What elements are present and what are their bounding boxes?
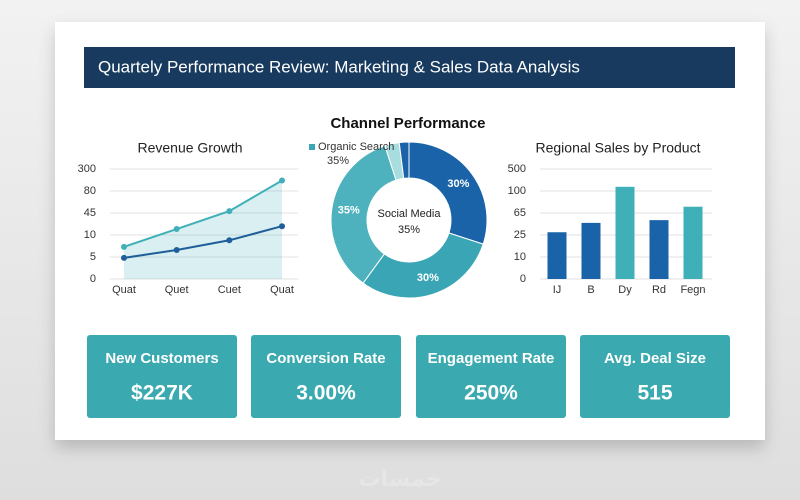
kpi-label: Avg. Deal Size [604, 350, 706, 367]
x-tick-label: Quat [270, 284, 294, 296]
kpi-value: $227K [131, 382, 193, 405]
x-tick-label: Cuet [218, 284, 241, 296]
point [279, 177, 285, 184]
line [123, 179, 283, 248]
point [226, 237, 233, 244]
legend-value: 35% [327, 155, 349, 167]
kpi-value: 250% [464, 382, 518, 405]
x-tick-label: Quet [165, 284, 189, 296]
kpi-value: 515 [637, 382, 672, 405]
kpi-label: Engagement Rate [428, 350, 555, 367]
center-value: 35% [398, 224, 420, 236]
kpi-card [87, 335, 237, 418]
slice-label: 30% [447, 178, 469, 190]
center-label: Social Media [378, 208, 442, 220]
chart-title: Regional Sales by Product [536, 140, 701, 156]
y-tick-label: 0 [520, 273, 526, 285]
point [121, 243, 127, 250]
bar [683, 206, 703, 279]
bar [649, 220, 669, 279]
x-tick-label: B [587, 284, 594, 296]
chart-title: Revenue Growth [137, 140, 242, 156]
kpi-card [251, 335, 401, 418]
point [121, 254, 127, 261]
donut-slice [330, 145, 397, 284]
donut-slice [362, 232, 484, 299]
slice-label: 30% [417, 272, 439, 284]
x-tick-label: IJ [553, 284, 562, 296]
kpi-label: Conversion Rate [266, 350, 385, 367]
y-tick-label: 10 [514, 251, 526, 263]
y-tick-label: 65 [514, 207, 526, 219]
y-tick-label: 300 [78, 163, 96, 175]
header-bar [84, 47, 735, 88]
kpi-label: New Customers [105, 350, 218, 367]
kpi-card [416, 335, 566, 418]
chart-title: Channel Performance [330, 115, 485, 132]
watermark: خمسات [358, 466, 441, 491]
y-tick-label: 5 [90, 251, 96, 263]
y-tick-label: 500 [508, 163, 526, 175]
x-tick-label: Quat [112, 284, 136, 296]
point [173, 246, 180, 253]
y-tick-label: 0 [90, 273, 96, 285]
bar [547, 232, 567, 279]
y-tick-label: 45 [84, 207, 96, 219]
y-tick-label: 10 [84, 229, 96, 241]
x-tick-label: Dy [618, 284, 632, 296]
x-tick-label: Rd [652, 284, 666, 296]
y-tick-label: 100 [508, 185, 526, 197]
point [226, 208, 233, 215]
bar [581, 222, 601, 279]
slice-label: 35% [338, 204, 360, 216]
y-tick-label: 25 [514, 229, 526, 241]
bar [615, 186, 635, 279]
kpi-card [580, 335, 730, 418]
point [279, 223, 285, 230]
donut-slice [408, 141, 488, 245]
legend-label: Organic Search [318, 141, 394, 153]
kpi-value: 3.00% [296, 382, 356, 405]
y-tick-label: 80 [84, 185, 96, 197]
legend-swatch [309, 144, 315, 150]
donut-slice [398, 141, 410, 179]
x-tick-label: Fegn [680, 284, 705, 296]
point [173, 226, 180, 233]
area [124, 180, 282, 279]
line [123, 225, 283, 259]
header-title: Quartely Performance Review: Marketing &… [98, 57, 580, 76]
